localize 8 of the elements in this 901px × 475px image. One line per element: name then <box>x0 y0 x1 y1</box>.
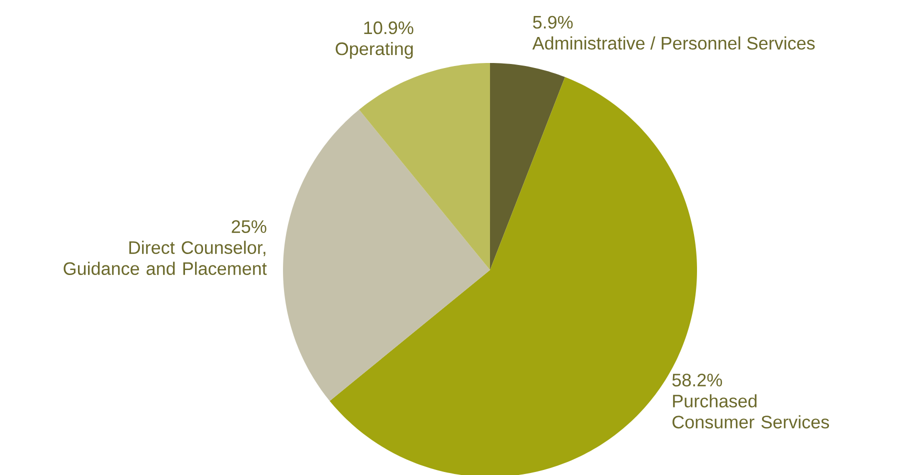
slice-label: Operating <box>336 42 413 59</box>
data-label: 25% <box>232 220 266 233</box>
slice-label: Direct Counselor, Guidance and Placement <box>64 240 267 275</box>
slice-label: Administrative / Personnel Services <box>532 36 815 50</box>
slice-label: Purchased Consumer Services <box>672 394 829 428</box>
data-label: 5.9% <box>533 16 573 29</box>
data-label: 58.2% <box>672 374 722 386</box>
data-label: 10.9% <box>364 21 414 34</box>
